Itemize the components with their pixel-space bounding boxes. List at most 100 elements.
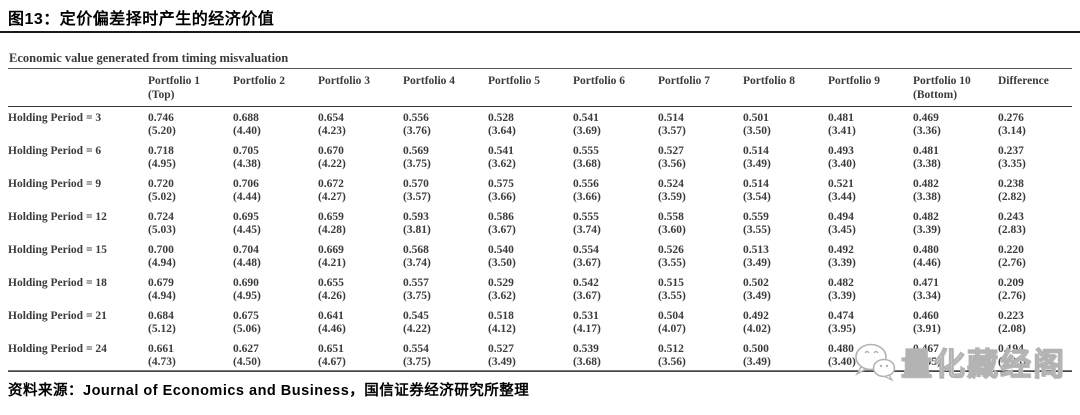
- column-header: Portfolio 6: [573, 68, 658, 107]
- tstat-cell: (4.22): [318, 158, 346, 170]
- tstat-cell: (3.62): [488, 158, 516, 170]
- value-cell: 0.542: [573, 277, 599, 289]
- tstat-cell: (3.57): [658, 125, 686, 137]
- tstat-cell: (4.26): [318, 290, 346, 302]
- value-cell: 0.515: [658, 277, 684, 289]
- tstat-cell: (2.76): [998, 257, 1026, 269]
- value-cell: 0.672: [318, 178, 344, 190]
- value-cell: 0.593: [403, 211, 429, 223]
- tstat-cell: (3.35): [998, 158, 1026, 170]
- value-cell: 0.481: [828, 112, 854, 124]
- tstat-cell: (3.81): [403, 224, 431, 236]
- tstat-cell: (3.49): [743, 257, 771, 269]
- value-cell: 0.651: [318, 343, 344, 355]
- value-cell: 0.706: [233, 178, 259, 190]
- column-header: Portfolio 10 (Bottom): [913, 68, 998, 107]
- value-cell: 0.570: [403, 178, 429, 190]
- value-cell: 0.670: [318, 145, 344, 157]
- value-cell: 0.502: [743, 277, 769, 289]
- value-cell: 0.688: [233, 112, 259, 124]
- tstat-cell: (4.28): [318, 224, 346, 236]
- value-cell: 0.705: [233, 145, 259, 157]
- tstat-cell: (3.67): [488, 224, 516, 236]
- column-header: Portfolio 9: [828, 68, 913, 107]
- table-subtitle: Economic value generated from timing mis…: [9, 51, 289, 65]
- row-label-spacer: [8, 125, 148, 140]
- tstat-cell: (3.75): [403, 290, 431, 302]
- value-cell: 0.527: [658, 145, 684, 157]
- value-cell: 0.529: [488, 277, 514, 289]
- tstat-cell: (4.40): [233, 125, 261, 137]
- value-cell: 0.514: [743, 145, 769, 157]
- value-cell: 0.494: [828, 211, 854, 223]
- value-cell: 0.521: [828, 178, 854, 190]
- tstat-cell: (4.45): [233, 224, 261, 236]
- value-cell: 0.514: [658, 112, 684, 124]
- value-cell: 0.575: [488, 178, 514, 190]
- column-header: Portfolio 1 (Top): [148, 68, 233, 107]
- tstat-cell: (2.76): [998, 290, 1026, 302]
- tstat-cell: (3.74): [403, 257, 431, 269]
- tstat-cell: (3.54): [743, 191, 771, 203]
- tstat-cell: (4.02): [743, 323, 771, 335]
- data-table-container: Portfolio 1 (Top) Portfolio 2 Portfolio 3 Po…: [8, 68, 1072, 372]
- tstat-cell: (4.73): [148, 356, 176, 368]
- column-header: Portfolio 2: [233, 68, 318, 107]
- tstat-cell: (3.50): [743, 125, 771, 137]
- value-cell: 0.704: [233, 244, 259, 256]
- table-row-tstats: (4.94) (4.95) (4.26) (3.75) (3.62) (3.67) (3.5…: [8, 290, 1072, 305]
- value-cell: 0.559: [743, 211, 769, 223]
- value-cell: 0.482: [913, 211, 939, 223]
- value-cell: 0.526: [658, 244, 684, 256]
- value-cell: 0.492: [828, 244, 854, 256]
- tstat-cell: (3.49): [743, 290, 771, 302]
- table-row-tstats: (4.94) (4.48) (4.21) (3.74) (3.50) (3.67) (3.5…: [8, 257, 1072, 272]
- value-cell: 0.482: [913, 178, 939, 190]
- tstat-cell: (3.45): [828, 224, 856, 236]
- tstat-cell: (3.67): [573, 290, 601, 302]
- value-cell: 0.554: [403, 343, 429, 355]
- table-row-values: Holding Period = 3 0.746 0.688 0.654 0.556 0.…: [8, 107, 1072, 126]
- row-label: Holding Period = 6: [8, 145, 102, 157]
- tstat-cell: (5.20): [148, 125, 176, 137]
- value-cell: 0.467: [913, 343, 939, 355]
- tstat-cell: (4.48): [233, 257, 261, 269]
- tstat-cell: (4.17): [573, 323, 601, 335]
- tstat-cell: (3.57): [403, 191, 431, 203]
- tstat-cell: (3.35): [913, 356, 941, 368]
- tstat-cell: (4.27): [318, 191, 346, 203]
- table-row-values: Holding Period = 12 0.724 0.695 0.659 0.593 0…: [8, 206, 1072, 224]
- tstat-cell: (4.07): [658, 323, 686, 335]
- value-cell: 0.655: [318, 277, 344, 289]
- tstat-cell: (3.56): [658, 158, 686, 170]
- row-label: Holding Period = 3: [8, 112, 102, 124]
- tstat-cell: (3.68): [573, 356, 601, 368]
- tstat-cell: (3.95): [828, 323, 856, 335]
- source-attribution: 资料来源：Journal of Economics and Business，国…: [8, 383, 530, 399]
- tstat-cell: (3.41): [828, 125, 856, 137]
- tstat-cell: (3.76): [403, 125, 431, 137]
- tstat-cell: (3.66): [573, 191, 601, 203]
- value-cell: 0.518: [488, 310, 514, 322]
- tstat-cell: (3.69): [573, 125, 601, 137]
- tstat-cell: (3.40): [828, 158, 856, 170]
- column-header: Portfolio 4: [403, 68, 488, 107]
- column-header: Portfolio 3: [318, 68, 403, 107]
- tstat-cell: (5.06): [233, 323, 261, 335]
- row-label-spacer: [8, 290, 148, 305]
- tstat-cell: (4.94): [148, 290, 176, 302]
- value-cell: 0.545: [403, 310, 429, 322]
- value-cell: 0.237: [998, 145, 1024, 157]
- tstat-cell: (4.38): [233, 158, 261, 170]
- tstat-cell: (4.94): [148, 257, 176, 269]
- row-label: Holding Period = 21: [8, 310, 107, 322]
- tstat-cell: (3.67): [573, 257, 601, 269]
- row-label: Holding Period = 15: [8, 244, 107, 256]
- value-cell: 0.539: [573, 343, 599, 355]
- tstat-cell: (3.56): [658, 356, 686, 368]
- tstat-cell: (3.59): [658, 191, 686, 203]
- tstat-cell: (4.67): [318, 356, 346, 368]
- value-cell: 0.654: [318, 112, 344, 124]
- value-cell: 0.555: [573, 145, 599, 157]
- tstat-cell: (3.74): [573, 224, 601, 236]
